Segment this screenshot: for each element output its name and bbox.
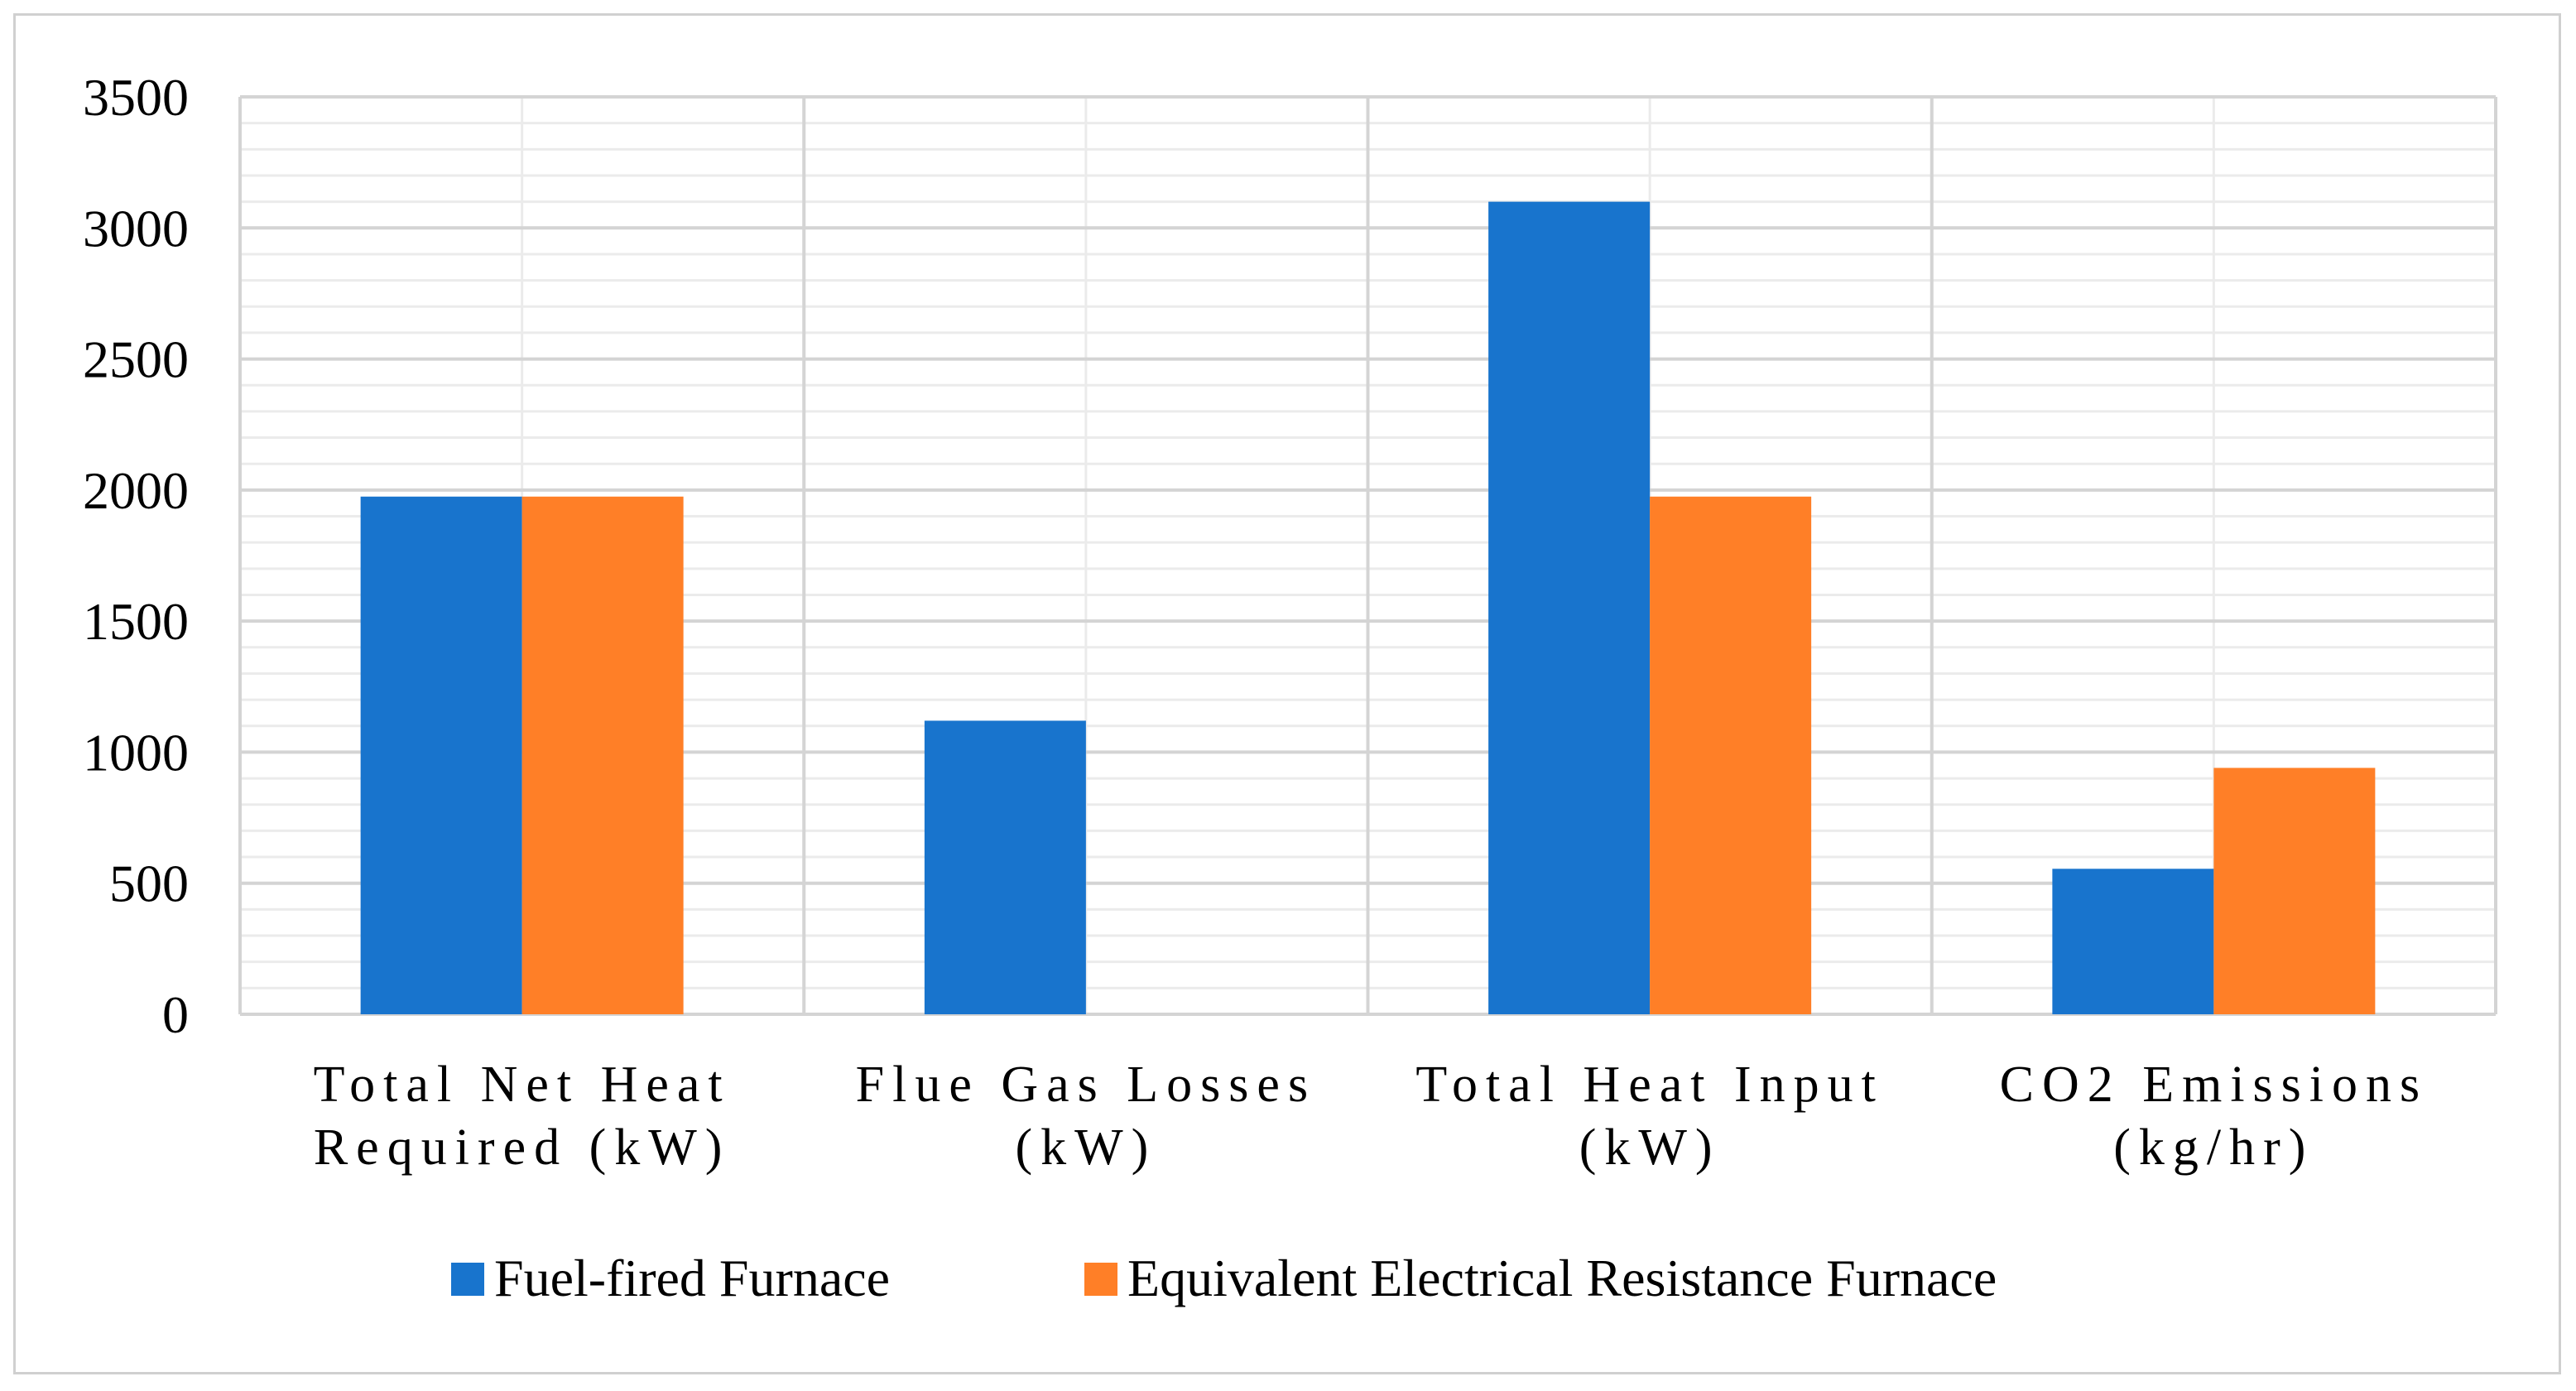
legend-swatch bbox=[451, 1263, 484, 1296]
x-category-label: Required (kW) bbox=[314, 1119, 731, 1176]
bars bbox=[360, 201, 2376, 1015]
y-tick-label: 1000 bbox=[83, 723, 189, 782]
x-category-label: Total Net Heat bbox=[314, 1056, 731, 1113]
bar bbox=[1488, 201, 1651, 1015]
x-category-label: Flue Gas Losses bbox=[856, 1056, 1316, 1113]
legend-swatch bbox=[1084, 1263, 1117, 1296]
x-axis-categories: Total Net Heat Required (kW) Flue Gas Loss… bbox=[314, 1056, 2429, 1176]
x-category-label: CO2 Emissions bbox=[2000, 1056, 2429, 1113]
y-axis-ticks: 0 500 1000 1500 2000 2500 3000 3500 bbox=[83, 68, 189, 1044]
bar bbox=[521, 496, 684, 1014]
y-tick-label: 500 bbox=[109, 854, 189, 913]
x-category-label: (kW) bbox=[1015, 1119, 1156, 1176]
x-category-label: Total Heat Input bbox=[1415, 1056, 1883, 1113]
bar bbox=[2052, 869, 2214, 1014]
y-tick-label: 3500 bbox=[83, 68, 189, 127]
legend-label: Equivalent Electrical Resistance Furnace bbox=[1127, 1249, 1997, 1307]
bar bbox=[924, 720, 1086, 1014]
legend-label: Fuel-fired Furnace bbox=[494, 1249, 890, 1307]
bar bbox=[2213, 768, 2376, 1014]
y-tick-label: 2000 bbox=[83, 461, 189, 520]
y-tick-label: 3000 bbox=[83, 199, 189, 258]
legend: Fuel-fired Furnace Equivalent Electrical … bbox=[451, 1249, 1997, 1307]
bar bbox=[360, 496, 522, 1014]
y-tick-label: 1500 bbox=[83, 592, 189, 651]
y-tick-label: 0 bbox=[162, 985, 189, 1044]
bar bbox=[1650, 496, 1812, 1014]
x-category-label: (kg/hr) bbox=[2113, 1119, 2314, 1176]
y-tick-label: 2500 bbox=[83, 330, 189, 389]
x-category-label: (kW) bbox=[1579, 1119, 1721, 1176]
